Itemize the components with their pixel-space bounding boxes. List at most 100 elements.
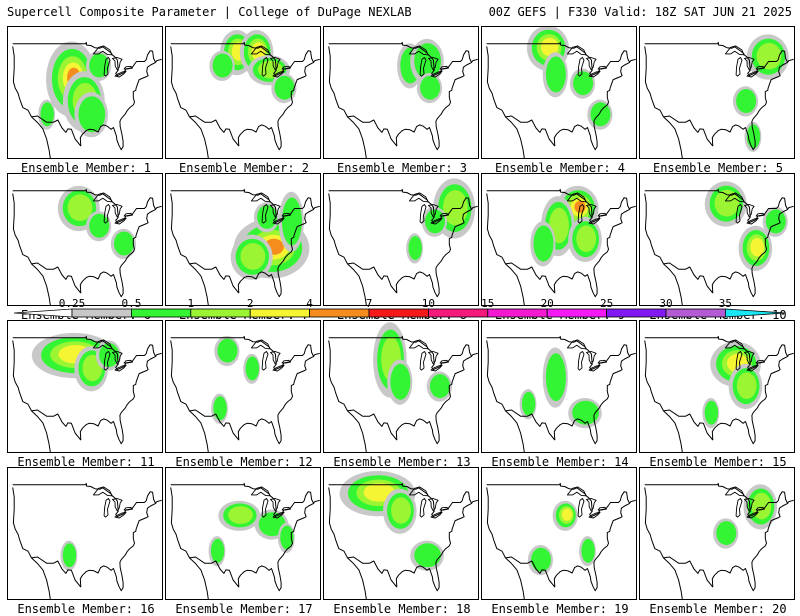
scp-contour [62, 543, 77, 568]
ensemble-member-map [481, 320, 637, 453]
coastline [644, 340, 683, 452]
canada-border [644, 335, 789, 371]
scp-contour [736, 372, 757, 399]
map-canvas [170, 30, 320, 158]
colorbar-tick-label: 0.5 [121, 298, 141, 310]
colorbar-segment [606, 308, 667, 318]
great-lake-outline [439, 506, 449, 511]
coastline [553, 352, 636, 445]
ensemble-member-map [323, 320, 479, 453]
scp-contour [99, 343, 120, 368]
ensemble-member-label: Ensemble Member: 4 [494, 161, 626, 175]
great-lake-outline [92, 486, 113, 497]
great-lake-outline [103, 498, 111, 518]
scp-contour [430, 374, 450, 399]
scp-contour [258, 512, 286, 537]
great-lake-outline [112, 351, 123, 365]
colorbar-tick-label: 15 [481, 298, 494, 310]
colorbar-segment [368, 308, 429, 318]
great-lake-outline [250, 45, 271, 56]
ensemble-member-label: Ensemble Member: 1 [20, 161, 152, 175]
great-lake-outline [408, 486, 429, 497]
great-lake-outline [566, 486, 587, 497]
map-canvas [328, 38, 478, 158]
canada-border [12, 482, 157, 518]
great-lake-outline [92, 192, 113, 203]
map-canvas [170, 335, 320, 452]
scp-contour [533, 225, 554, 262]
map-canvas [12, 185, 162, 305]
coastline [711, 205, 794, 298]
great-lake-outline [408, 192, 429, 203]
scp-contour [280, 525, 294, 550]
great-lake-outline [112, 498, 123, 512]
canada-border [170, 482, 315, 518]
great-lake-outline [428, 57, 439, 71]
mexico-border [505, 115, 556, 147]
great-lake-outline [112, 204, 123, 218]
coastline [328, 46, 367, 158]
great-lake-outline [92, 339, 113, 350]
mexico-border [31, 115, 82, 147]
great-lake-outline [430, 511, 443, 519]
coastline [12, 193, 51, 305]
coastline [237, 205, 320, 298]
ensemble-member-label: Ensemble Member: 11 [17, 455, 155, 469]
map-canvas [486, 185, 636, 305]
canada-border [644, 188, 789, 224]
scp-contour [89, 53, 110, 78]
canada-border [486, 482, 631, 518]
ensemble-member-map [481, 173, 637, 306]
great-lake-outline [430, 364, 443, 372]
great-lake-outline [408, 45, 429, 56]
coastline [644, 46, 683, 158]
great-lake-outline [439, 359, 449, 364]
great-lake-outline [261, 351, 269, 371]
colorbar-segment [427, 308, 489, 318]
mexico-border [663, 262, 714, 294]
mexico-border [31, 409, 82, 441]
canada-border [486, 335, 631, 371]
scp-contour [89, 213, 110, 238]
colorbar-tick-label: 4 [306, 298, 313, 310]
coastline [328, 340, 367, 452]
ensemble-member-map [165, 467, 321, 600]
great-lake-outline [586, 57, 597, 71]
coastline [644, 193, 683, 305]
map-canvas [328, 178, 478, 305]
great-lake-outline [419, 351, 427, 371]
great-lake-outline [746, 511, 759, 519]
colorbar-segment [131, 308, 192, 318]
scp-contour [765, 209, 786, 234]
canada-border [170, 188, 315, 224]
map-canvas [328, 471, 478, 599]
mexico-border [663, 409, 714, 441]
scp-contour [704, 400, 719, 425]
scp-contour [274, 75, 295, 100]
great-lake-outline [577, 204, 585, 224]
map-canvas [486, 27, 636, 158]
mexico-border [505, 409, 556, 441]
canada-border [644, 482, 789, 518]
scp-contour [408, 236, 422, 260]
scp-contour [414, 543, 441, 568]
great-lake-outline [270, 57, 281, 71]
scp-contour [240, 243, 266, 270]
ensemble-member-label: Ensemble Member: 16 [17, 602, 155, 616]
great-lake-outline [586, 351, 597, 365]
ensemble-member-label: Ensemble Member: 13 [333, 455, 471, 469]
great-lake-outline [586, 204, 597, 218]
ensemble-member-map [639, 173, 795, 306]
great-lake-outline [419, 498, 427, 518]
mexico-border [189, 409, 240, 441]
coastline [711, 352, 794, 445]
great-lake-outline [566, 192, 587, 203]
canada-border [328, 188, 473, 224]
great-lake-outline [744, 498, 755, 512]
scp-contour [228, 506, 253, 524]
scp-contour [541, 37, 559, 57]
color-legend: 0.25 0.5 1 2 4 7 10 15 20 25 30 35 [14, 298, 786, 318]
scp-contour [114, 231, 134, 256]
coastline [553, 499, 636, 592]
colorbar-segment [309, 308, 370, 318]
